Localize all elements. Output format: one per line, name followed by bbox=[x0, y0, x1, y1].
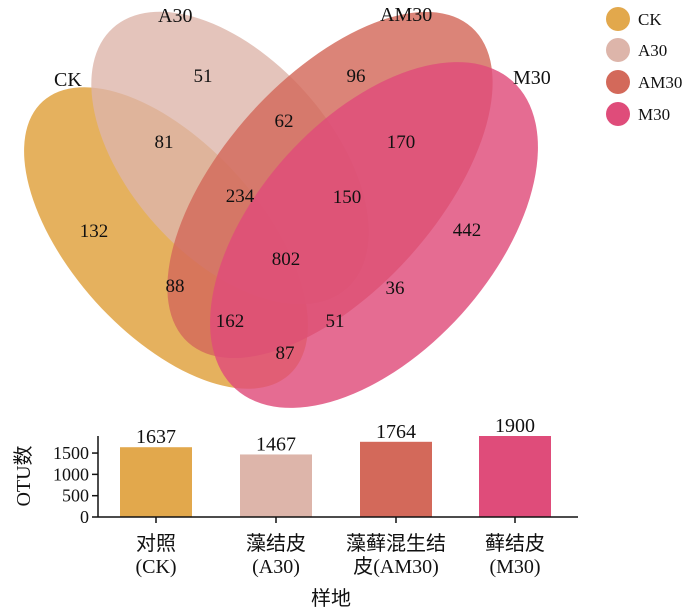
y-axis-title: OTU数 bbox=[12, 445, 35, 506]
venn-region-ck-am30-m30: 162 bbox=[216, 311, 245, 332]
venn-region-am30-only: 96 bbox=[347, 66, 366, 87]
venn-region-m30-only: 442 bbox=[453, 220, 482, 241]
x-tick-label-1-line-1: 对照 bbox=[136, 532, 176, 555]
legend: CK A30 AM30 M30 bbox=[606, 7, 682, 126]
venn-set-label-am30: AM30 bbox=[380, 4, 432, 26]
venn-region-ck-m30: 87 bbox=[276, 343, 295, 364]
legend-swatch-m30 bbox=[606, 102, 630, 126]
bar-value-label-4: 1900 bbox=[495, 415, 535, 437]
x-tick-label-3-line-2: 皮(AM30) bbox=[353, 555, 439, 578]
venn-set-label-m30: M30 bbox=[513, 67, 551, 89]
venn-region-a30-only: 51 bbox=[194, 66, 213, 87]
bar-value-label-2: 1467 bbox=[256, 433, 296, 455]
legend-label-m30: M30 bbox=[638, 105, 670, 124]
venn-region-a30-m30: 36 bbox=[386, 278, 405, 299]
bar-2 bbox=[240, 454, 312, 517]
x-tick-label-4-line-2: (M30) bbox=[489, 556, 540, 578]
legend-item-m30: M30 bbox=[606, 102, 670, 126]
legend-item-a30: A30 bbox=[606, 38, 667, 62]
venn-set-label-ck: CK bbox=[54, 69, 82, 91]
venn-region-ck-only: 132 bbox=[80, 221, 109, 242]
x-tick-label-3-line-1: 藻藓混生结 bbox=[346, 532, 446, 555]
x-tick-label-4-line-1: 藓结皮 bbox=[485, 532, 545, 555]
venn-ellipse-m30 bbox=[210, 62, 538, 408]
venn-region-ck-am30: 88 bbox=[166, 276, 185, 297]
legend-item-ck: CK bbox=[606, 7, 662, 31]
venn-region-ck-a30: 81 bbox=[155, 132, 174, 153]
bar-4 bbox=[479, 436, 551, 517]
legend-swatch-a30 bbox=[606, 38, 630, 62]
legend-item-am30: AM30 bbox=[606, 70, 682, 94]
legend-swatch-ck bbox=[606, 7, 630, 31]
x-tick-label-1-line-2: (CK) bbox=[135, 556, 176, 578]
bar-value-labels: 1637 1467 1764 1900 bbox=[136, 415, 535, 455]
venn-set-label-a30: A30 bbox=[158, 5, 192, 27]
legend-label-am30: AM30 bbox=[638, 73, 682, 92]
legend-swatch-am30 bbox=[606, 70, 630, 94]
y-tick-label-1500: 1500 bbox=[53, 443, 89, 463]
legend-label-a30: A30 bbox=[638, 41, 667, 60]
y-tick-label-1000: 1000 bbox=[53, 464, 89, 484]
x-tick-label-2-line-2: (A30) bbox=[252, 556, 300, 578]
y-tick-label-0: 0 bbox=[80, 507, 89, 527]
venn-region-ck-a30-m30: 51 bbox=[326, 311, 345, 332]
venn-region-a30-am30: 62 bbox=[275, 111, 294, 132]
bar-value-label-1: 1637 bbox=[136, 426, 176, 448]
venn-region-ck-a30-am30: 234 bbox=[226, 186, 255, 207]
bar-series bbox=[120, 436, 551, 517]
bar-3 bbox=[360, 441, 432, 517]
venn-region-a30-am30-m30: 150 bbox=[333, 187, 362, 208]
venn-diagram: CK A30 AM30 M30 51 96 81 62 170 234 150 … bbox=[24, 4, 551, 408]
bar-value-label-3: 1764 bbox=[376, 421, 416, 443]
bar-1 bbox=[120, 447, 192, 517]
x-axis-title: 样地 bbox=[311, 587, 351, 610]
venn-region-all-four: 802 bbox=[272, 249, 301, 270]
legend-label-ck: CK bbox=[638, 10, 662, 29]
y-tick-label-500: 500 bbox=[62, 486, 89, 506]
x-tick-label-2-line-1: 藻结皮 bbox=[246, 532, 306, 555]
venn-region-am30-m30: 170 bbox=[387, 132, 416, 153]
